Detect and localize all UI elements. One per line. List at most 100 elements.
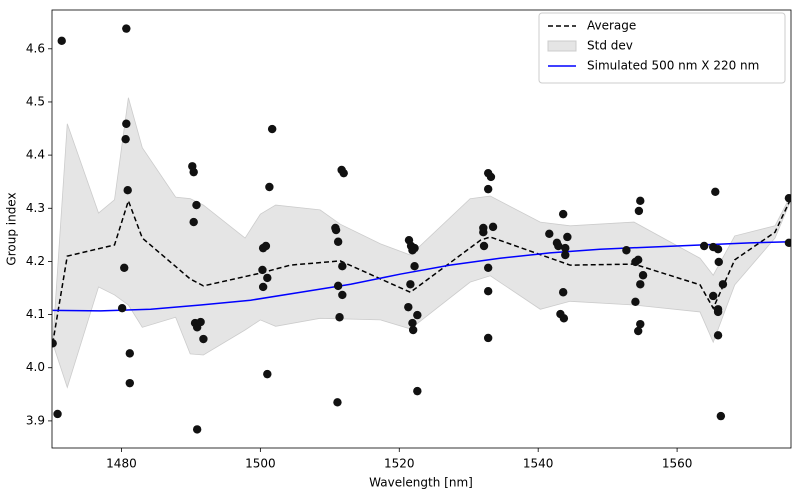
- point: [331, 225, 341, 235]
- y-tick-label: 4.3: [26, 201, 45, 215]
- y-tick-label: 4.4: [26, 148, 45, 162]
- point: [125, 378, 134, 388]
- point: [338, 262, 347, 271]
- point: [121, 134, 130, 144]
- point: [699, 241, 709, 251]
- point: [561, 250, 570, 260]
- point: [120, 263, 129, 273]
- point: [122, 24, 131, 33]
- point: [558, 209, 568, 219]
- point: [189, 167, 198, 177]
- point: [263, 273, 272, 283]
- point: [410, 262, 419, 271]
- point: [631, 297, 640, 307]
- y-tick-label: 4.2: [26, 254, 45, 268]
- point: [633, 255, 643, 265]
- point: [192, 200, 201, 210]
- point: [486, 172, 496, 182]
- y-tick-label: 3.9: [26, 413, 45, 427]
- point: [265, 182, 274, 192]
- point: [483, 263, 493, 273]
- point: [633, 326, 643, 336]
- legend-label: Average: [587, 19, 636, 33]
- legend-label: Simulated 500 nm X 220 nm: [587, 59, 759, 73]
- legend-swatch: [547, 40, 577, 52]
- point: [335, 313, 344, 322]
- point: [483, 286, 493, 296]
- line: [52, 241, 791, 312]
- point: [636, 196, 645, 206]
- x-tick-label: 1560: [662, 457, 693, 471]
- point: [554, 241, 563, 251]
- point: [189, 217, 198, 227]
- point: [634, 206, 644, 216]
- point: [196, 317, 205, 327]
- point: [784, 193, 791, 203]
- point: [561, 243, 570, 253]
- x-tick-label: 1500: [245, 457, 276, 471]
- point: [784, 238, 791, 248]
- point: [483, 184, 493, 194]
- point: [333, 281, 343, 291]
- point: [117, 304, 127, 313]
- point: [333, 398, 342, 407]
- point: [479, 227, 488, 237]
- std-band: [52, 97, 791, 389]
- axes-frame: [51, 9, 792, 449]
- point: [122, 119, 131, 128]
- x-tick-label: 1480: [106, 457, 137, 471]
- point: [716, 411, 726, 421]
- point: [199, 334, 208, 344]
- y-tick-label: 4.6: [26, 41, 45, 55]
- point: [713, 307, 723, 317]
- point: [559, 314, 569, 323]
- point: [622, 246, 631, 255]
- point: [258, 265, 267, 275]
- point: [711, 187, 720, 196]
- point: [718, 280, 728, 289]
- point: [713, 244, 723, 254]
- y-tick-label: 4.0: [26, 360, 45, 374]
- legend-box: [538, 12, 786, 84]
- point: [479, 241, 489, 251]
- point: [558, 288, 568, 297]
- legend-label: Std dev: [587, 39, 633, 53]
- x-tick-label: 1540: [523, 457, 554, 471]
- point: [339, 168, 348, 178]
- point: [333, 237, 343, 246]
- point: [638, 271, 648, 280]
- plot-area: [52, 24, 791, 434]
- point: [125, 349, 134, 358]
- point: [410, 243, 419, 253]
- y-axis-label: Group index: [5, 192, 19, 265]
- point: [408, 318, 417, 328]
- point: [408, 325, 418, 335]
- point: [713, 331, 723, 340]
- point: [263, 369, 272, 379]
- point: [413, 386, 422, 396]
- point: [53, 409, 62, 419]
- point: [57, 36, 66, 46]
- point: [709, 291, 718, 301]
- point: [261, 241, 271, 251]
- point: [192, 425, 202, 434]
- point: [714, 257, 723, 267]
- point: [52, 339, 57, 348]
- y-tick-label: 4.5: [26, 94, 45, 108]
- x-tick-label: 1520: [384, 457, 415, 471]
- point: [258, 282, 268, 292]
- point: [636, 280, 645, 289]
- point: [267, 124, 277, 134]
- x-axis-label: Wavelength [nm]: [369, 476, 473, 490]
- point: [404, 302, 413, 312]
- point: [483, 333, 493, 343]
- point: [123, 185, 132, 195]
- point: [545, 229, 554, 238]
- point: [563, 232, 572, 242]
- point: [413, 310, 422, 320]
- point: [338, 290, 347, 300]
- point: [488, 222, 498, 232]
- point: [636, 319, 645, 329]
- y-tick-label: 4.1: [26, 307, 45, 321]
